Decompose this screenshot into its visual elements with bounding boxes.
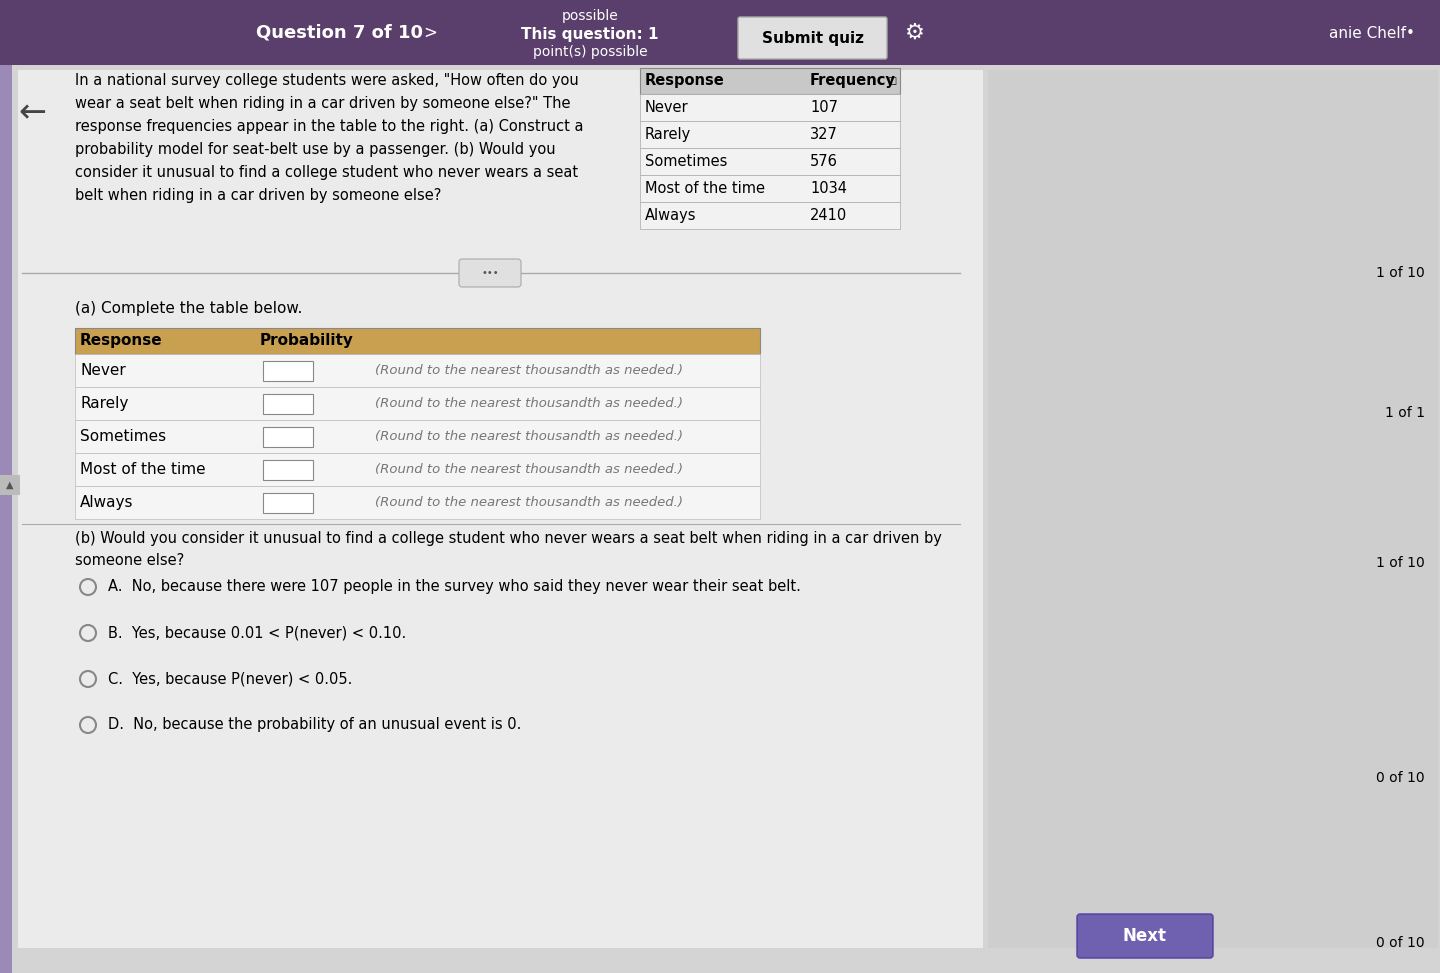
Bar [639, 121, 900, 148]
Text: Always: Always [645, 208, 697, 223]
Bar [264, 492, 312, 513]
Text: (Round to the nearest thousandth as needed.): (Round to the nearest thousandth as need… [374, 364, 683, 377]
Text: This question: 1: This question: 1 [521, 27, 658, 43]
Text: 0 of 10: 0 of 10 [1377, 771, 1426, 785]
FancyBboxPatch shape [739, 17, 887, 59]
Bar [0, 0, 1440, 65]
Text: •••: ••• [481, 268, 498, 278]
Text: Next: Next [1123, 927, 1166, 945]
Text: >: > [423, 24, 436, 42]
Bar [0, 65, 12, 973]
Text: A.  No, because there were 107 people in the survey who said they never wear the: A. No, because there were 107 people in … [108, 580, 801, 595]
Bar [75, 328, 760, 354]
Text: wear a seat belt when riding in a car driven by someone else?" The: wear a seat belt when riding in a car dr… [75, 96, 570, 111]
Bar [75, 453, 760, 486]
Text: consider it unusual to find a college student who never wears a seat: consider it unusual to find a college st… [75, 165, 577, 180]
Text: □: □ [887, 76, 897, 86]
Text: Rarely: Rarely [645, 127, 691, 142]
Bar [75, 486, 760, 519]
Text: Rarely: Rarely [81, 396, 128, 411]
Text: 107: 107 [809, 100, 838, 115]
Bar [75, 354, 760, 387]
Bar [0, 475, 20, 495]
FancyBboxPatch shape [1077, 914, 1212, 958]
Text: probability model for seat-belt use by a passenger. (b) Would you: probability model for seat-belt use by a… [75, 142, 556, 157]
Text: B.  Yes, because 0.01 < P(never) < 0.10.: B. Yes, because 0.01 < P(never) < 0.10. [108, 626, 406, 640]
Text: In a national survey college students were asked, "How often do you: In a national survey college students we… [75, 73, 579, 88]
Text: Always: Always [81, 495, 134, 510]
Text: response frequencies appear in the table to the right. (a) Construct a: response frequencies appear in the table… [75, 119, 583, 134]
Text: (a) Complete the table below.: (a) Complete the table below. [75, 301, 302, 316]
Bar [639, 148, 900, 175]
Text: Never: Never [645, 100, 688, 115]
Text: (Round to the nearest thousandth as needed.): (Round to the nearest thousandth as need… [374, 463, 683, 476]
Text: Submit quiz: Submit quiz [762, 30, 864, 46]
Text: Sometimes: Sometimes [81, 429, 166, 444]
Text: 2410: 2410 [809, 208, 847, 223]
Bar [264, 393, 312, 414]
Text: someone else?: someone else? [75, 553, 184, 568]
Text: 1034: 1034 [809, 181, 847, 196]
Text: 1 of 10: 1 of 10 [1377, 266, 1426, 280]
Text: Most of the time: Most of the time [81, 462, 206, 477]
Bar [639, 68, 900, 94]
Text: Frequency: Frequency [809, 74, 896, 89]
Bar [988, 70, 1439, 948]
Text: Probability: Probability [261, 334, 354, 348]
Text: Never: Never [81, 363, 125, 378]
Text: point(s) possible: point(s) possible [533, 45, 648, 59]
Text: C.  Yes, because P(never) < 0.05.: C. Yes, because P(never) < 0.05. [108, 671, 353, 687]
Text: ▲: ▲ [6, 480, 14, 490]
Text: 576: 576 [809, 154, 838, 169]
Text: (Round to the nearest thousandth as needed.): (Round to the nearest thousandth as need… [374, 397, 683, 410]
Text: Sometimes: Sometimes [645, 154, 727, 169]
Text: Response: Response [81, 334, 163, 348]
Text: 0 of 10: 0 of 10 [1377, 936, 1426, 950]
Bar [264, 459, 312, 480]
Bar [75, 387, 760, 420]
Bar [264, 426, 312, 447]
Bar [75, 420, 760, 453]
Bar [17, 70, 984, 948]
Text: Response: Response [645, 74, 724, 89]
Text: anie Chelf•: anie Chelf• [1329, 25, 1416, 41]
Text: (b) Would you consider it unusual to find a college student who never wears a se: (b) Would you consider it unusual to fin… [75, 531, 942, 546]
Bar [639, 175, 900, 202]
Text: belt when riding in a car driven by someone else?: belt when riding in a car driven by some… [75, 188, 442, 203]
Bar [639, 202, 900, 229]
Text: (Round to the nearest thousandth as needed.): (Round to the nearest thousandth as need… [374, 496, 683, 509]
Text: possible: possible [562, 9, 618, 23]
Text: D.  No, because the probability of an unusual event is 0.: D. No, because the probability of an unu… [108, 717, 521, 733]
Bar [264, 361, 312, 380]
Text: Question 7 of 10: Question 7 of 10 [256, 24, 423, 42]
Text: Most of the time: Most of the time [645, 181, 765, 196]
Text: 1 of 10: 1 of 10 [1377, 556, 1426, 570]
Text: (Round to the nearest thousandth as needed.): (Round to the nearest thousandth as need… [374, 430, 683, 443]
Text: ←: ← [17, 96, 46, 129]
Text: 1 of 1: 1 of 1 [1385, 406, 1426, 420]
Text: ⚙: ⚙ [904, 23, 924, 43]
FancyBboxPatch shape [459, 259, 521, 287]
Bar [639, 94, 900, 121]
Text: 327: 327 [809, 127, 838, 142]
